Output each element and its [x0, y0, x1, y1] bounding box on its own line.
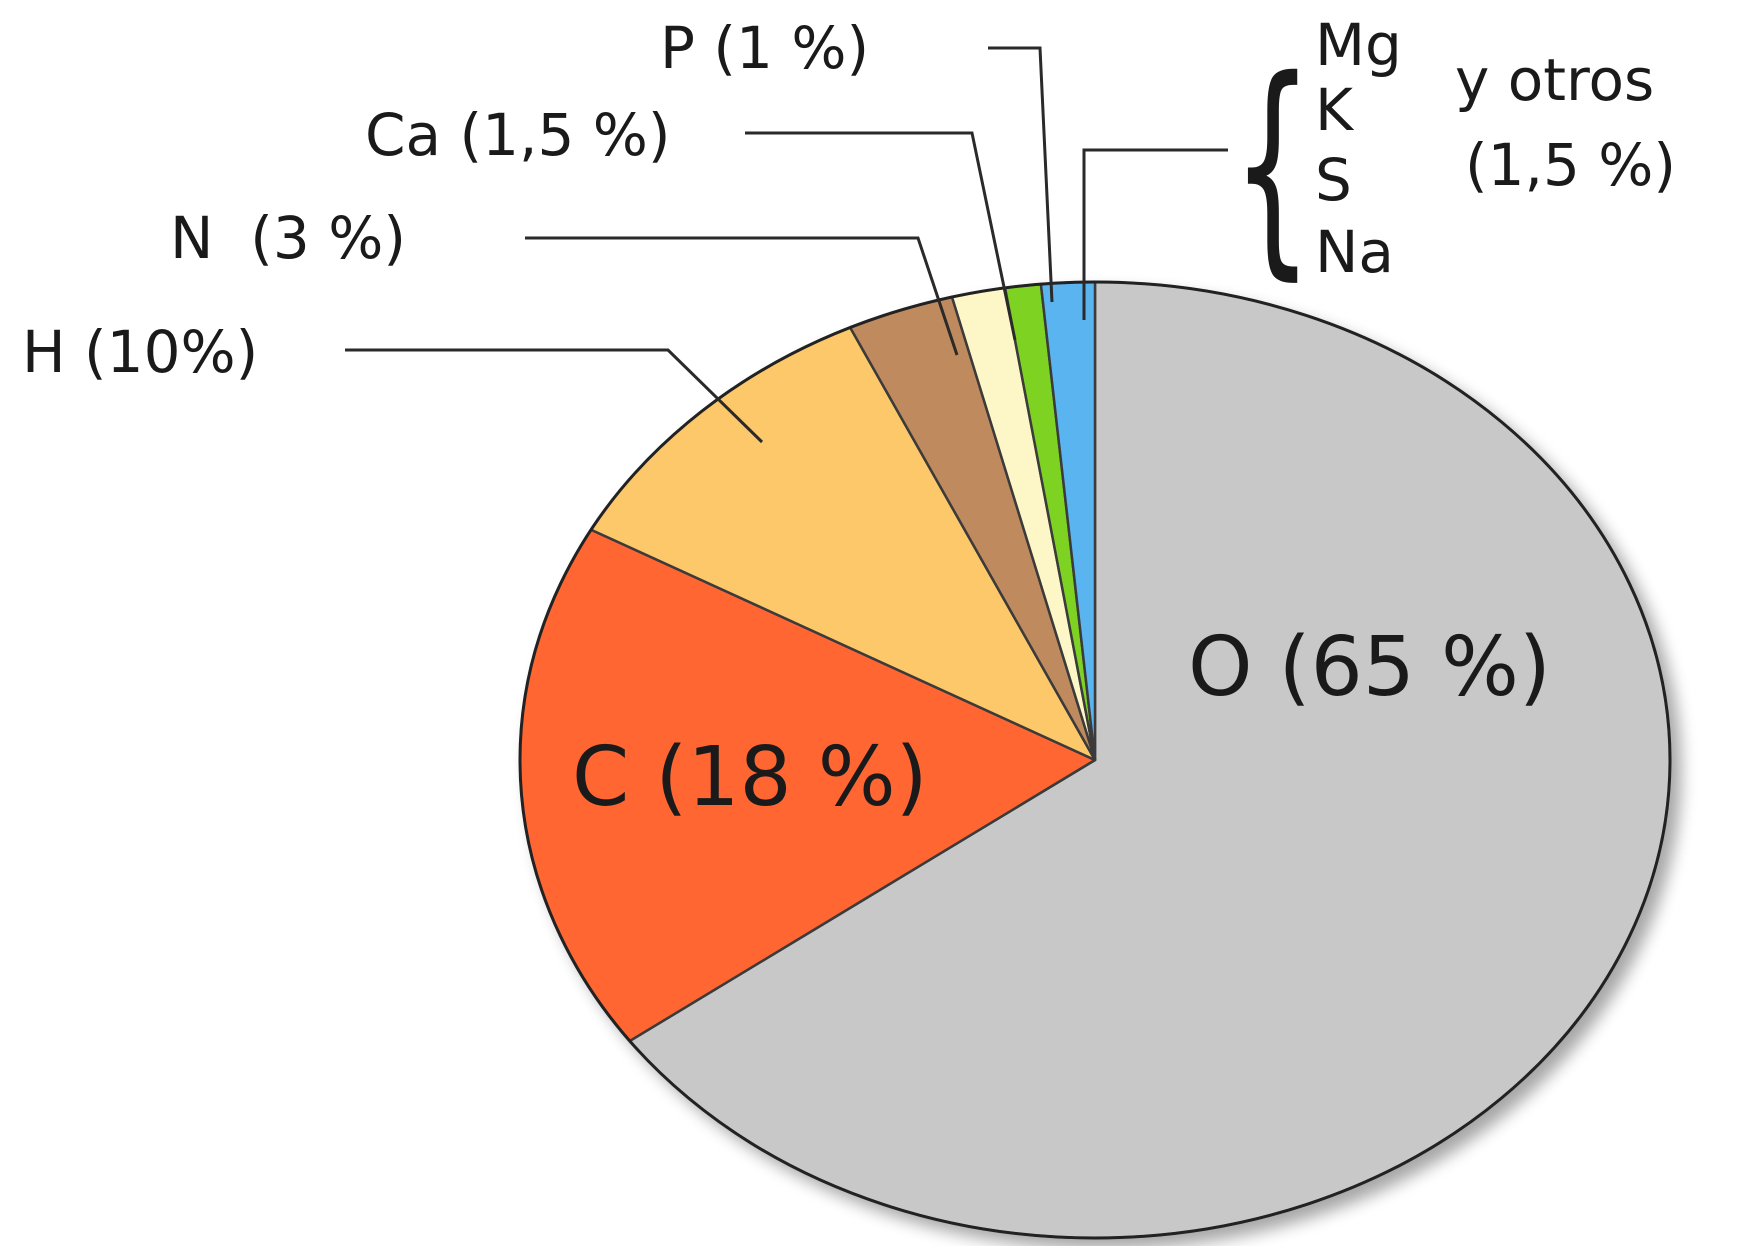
label-mg: Mg	[1315, 11, 1402, 79]
label-k: K	[1315, 76, 1355, 144]
label-o: O (65 %)	[1188, 620, 1551, 715]
label-otros-percent: (1,5 %)	[1465, 131, 1676, 199]
label-p: P (1 %)	[660, 14, 869, 82]
pie-outline	[518, 280, 1672, 1240]
label-s: S	[1315, 146, 1352, 214]
leader-line-p	[988, 46, 1054, 303]
leader-line-h	[345, 348, 764, 444]
brace-icon: {	[1232, 31, 1313, 301]
leader-line-otros	[1082, 148, 1228, 320]
label-na: Na	[1315, 218, 1394, 286]
label-c: C (18 %)	[572, 730, 928, 825]
leader-line-n	[525, 236, 959, 356]
leader-lines	[345, 46, 1228, 444]
pie-slices	[518, 280, 1672, 1240]
label-h: H (10%)	[22, 318, 258, 386]
label-n: N (3 %)	[170, 204, 406, 272]
label-y-otros: y otros	[1455, 46, 1654, 114]
label-ca: Ca (1,5 %)	[365, 101, 671, 169]
leader-line-ca	[745, 131, 1017, 341]
